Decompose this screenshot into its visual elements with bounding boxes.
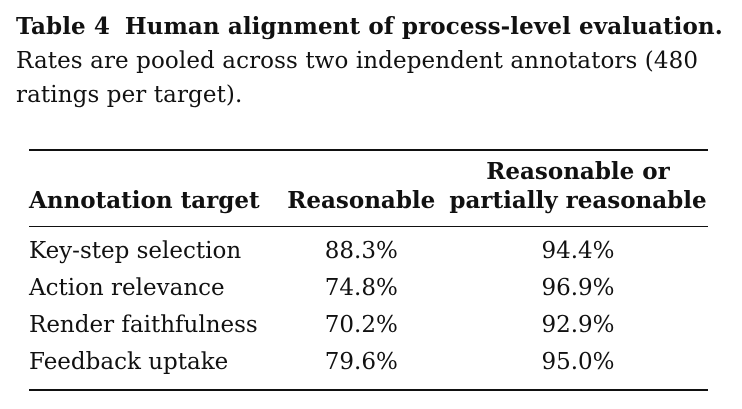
results-table: Annotation target Reasonable Reasonable … bbox=[29, 149, 708, 391]
cell-reasonable-or-partial: 96.9% bbox=[541, 275, 615, 301]
table-row: Action relevance 74.8% 96.9% bbox=[29, 270, 708, 307]
cell-reasonable: 88.3% bbox=[324, 238, 398, 264]
caption-text: Rates are pooled across two independent … bbox=[16, 48, 699, 108]
table-body: Key-step selection 88.3% 94.4% Action re… bbox=[29, 227, 708, 390]
cell-reasonable-or-partial: 92.9% bbox=[541, 312, 615, 338]
cell-reasonable-or-partial: 94.4% bbox=[541, 238, 615, 264]
cell-reasonable-or-partial: 95.0% bbox=[541, 349, 615, 375]
cell-target: Action relevance bbox=[29, 275, 225, 301]
cell-reasonable: 79.6% bbox=[324, 349, 398, 375]
header-annotation-target: Annotation target bbox=[29, 187, 260, 214]
table-header: Annotation target Reasonable Reasonable … bbox=[29, 150, 708, 227]
table-title: Human alignment of process-level evaluat… bbox=[124, 13, 723, 40]
table-caption: Table 4 Human alignment of process-level… bbox=[16, 10, 732, 112]
table-row: Feedback uptake 79.6% 95.0% bbox=[29, 344, 708, 390]
table-row: Key-step selection 88.3% 94.4% bbox=[29, 227, 708, 271]
cell-reasonable: 70.2% bbox=[324, 312, 398, 338]
header-reasonable-or-partial-text: Reasonable or partially reasonable bbox=[449, 158, 707, 214]
cell-target: Key-step selection bbox=[29, 238, 242, 264]
cell-reasonable: 74.8% bbox=[324, 275, 398, 301]
cell-target: Render faithfulness bbox=[29, 312, 258, 338]
table-row: Render faithfulness 70.2% 92.9% bbox=[29, 307, 708, 344]
header-row: Annotation target Reasonable Reasonable … bbox=[29, 150, 708, 227]
header-reasonable-or-partial: Reasonable or partially reasonable bbox=[448, 150, 708, 227]
cell-target: Feedback uptake bbox=[29, 349, 229, 375]
results-table-container: Annotation target Reasonable Reasonable … bbox=[29, 149, 708, 391]
header-reasonable: Reasonable bbox=[287, 187, 436, 214]
table-label: Table 4 bbox=[16, 13, 110, 40]
